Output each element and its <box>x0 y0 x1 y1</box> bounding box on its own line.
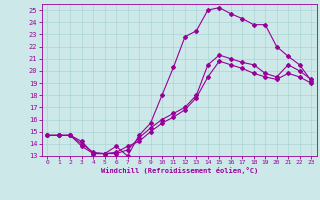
X-axis label: Windchill (Refroidissement éolien,°C): Windchill (Refroidissement éolien,°C) <box>100 167 258 174</box>
